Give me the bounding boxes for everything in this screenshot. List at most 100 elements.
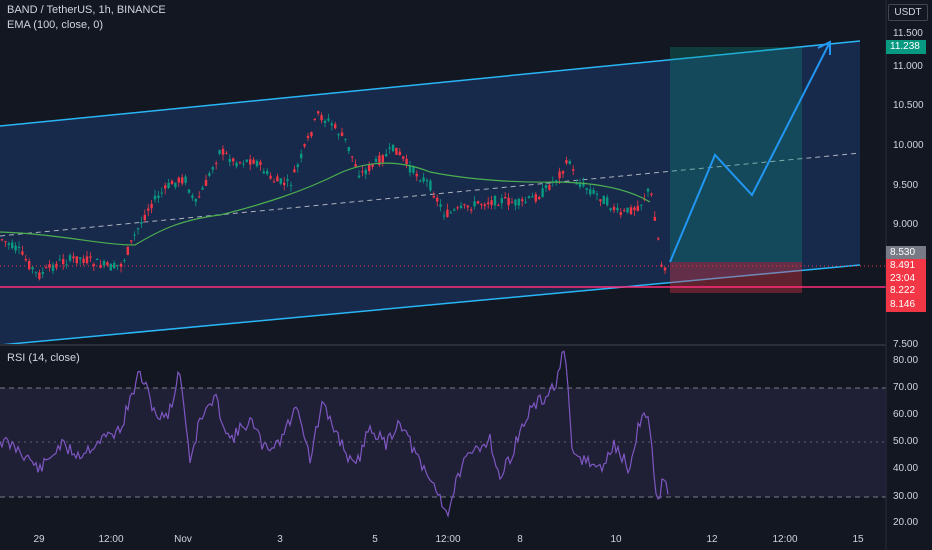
candle-body: [181, 177, 184, 184]
candle-body: [340, 132, 344, 136]
time-label: 3: [277, 534, 283, 545]
candle-body: [483, 204, 486, 207]
candle-body: [388, 147, 391, 149]
candle-body: [619, 212, 622, 216]
candle-body: [527, 196, 531, 198]
candle-body: [279, 178, 282, 184]
projection-path: [669, 41, 831, 263]
candle-body: [34, 271, 38, 273]
candle-body: [68, 255, 72, 261]
candle-body: [14, 245, 17, 251]
time-label: 12: [706, 534, 718, 545]
candle-body: [646, 188, 650, 192]
candle-body: [432, 195, 435, 198]
candle-body: [429, 180, 432, 191]
candle-body: [371, 164, 374, 167]
candlestick-series: [0, 110, 667, 281]
candle-body: [653, 216, 656, 221]
candle-body: [157, 195, 160, 199]
candle-body: [4, 241, 7, 243]
candle-body: [310, 132, 313, 137]
candle-body: [572, 169, 575, 171]
candle-body: [72, 256, 75, 259]
candle-body: [538, 196, 541, 200]
candle-body: [130, 240, 133, 242]
position-stop-zone: [670, 262, 802, 293]
candle-body: [589, 189, 592, 195]
candle-body: [337, 134, 340, 136]
candle-body: [368, 164, 371, 172]
candle-body: [303, 144, 306, 147]
last-price-tag: 8.491: [886, 259, 926, 273]
candle-body: [170, 181, 174, 185]
rsi-axis-label: 50.00: [893, 436, 919, 447]
candle-body: [194, 198, 197, 202]
time-label: 10: [610, 534, 622, 545]
candle-body: [616, 207, 619, 211]
candle-body: [82, 258, 85, 263]
candle-body: [249, 159, 252, 165]
ema-legend[interactable]: EMA (100, close, 0): [7, 19, 103, 31]
candle-body: [238, 162, 242, 164]
candle-body: [198, 196, 201, 198]
candle-body: [215, 162, 218, 164]
candle-body: [473, 201, 476, 207]
candle-body: [480, 204, 483, 206]
candle-body: [606, 197, 609, 206]
candle-body: [79, 257, 82, 259]
candle-body: [123, 260, 126, 262]
candle-body: [119, 263, 123, 267]
candle-body: [374, 158, 378, 162]
candle-body: [276, 176, 279, 182]
candle-body: [585, 188, 588, 190]
candle-body: [147, 208, 150, 211]
channel-upper-line: [0, 40, 861, 127]
price-label: 10.000: [893, 140, 924, 151]
time-label: 12:00: [772, 534, 798, 545]
candle-body: [558, 171, 561, 179]
candle-body: [204, 179, 208, 186]
candle-body: [109, 263, 112, 271]
candle-body: [660, 264, 663, 267]
candle-body: [514, 199, 517, 206]
candle-body: [500, 198, 503, 204]
candle-body: [306, 135, 310, 138]
candle-body: [0, 239, 4, 241]
candle-body: [575, 183, 578, 185]
candle-body: [41, 271, 44, 274]
candle-body: [17, 246, 21, 249]
position-target-zone: [670, 47, 802, 262]
candle-body: [361, 171, 364, 173]
candle-body: [283, 182, 286, 186]
candle-body: [493, 195, 497, 206]
candle-body: [317, 111, 320, 114]
countdown-tag: 23:04: [886, 272, 926, 286]
candle-body: [102, 261, 106, 266]
candle-body: [395, 147, 398, 155]
time-label: 5: [372, 534, 378, 545]
candle-body: [262, 171, 265, 174]
candle-body: [524, 201, 527, 203]
candle-body: [548, 184, 551, 190]
candle-body: [565, 160, 568, 164]
candle-body: [599, 199, 602, 202]
candle-body: [334, 124, 337, 129]
stop-price-tag: 8.146: [886, 298, 926, 312]
candle-body: [184, 176, 187, 183]
candle-body: [412, 166, 415, 173]
candle-body: [582, 182, 585, 187]
candle-body: [28, 260, 31, 270]
price-label: 9.500: [893, 180, 919, 191]
candle-body: [449, 212, 452, 214]
candle-body: [140, 222, 143, 224]
candle-body: [330, 123, 333, 126]
candle-body: [211, 167, 214, 170]
rsi-legend[interactable]: RSI (14, close): [7, 352, 80, 364]
candle-body: [136, 228, 140, 230]
candle-body: [602, 195, 605, 204]
currency-unit-button[interactable]: USDT: [888, 4, 928, 21]
candle-body: [578, 183, 582, 187]
candle-body: [252, 159, 255, 164]
symbol-title[interactable]: BAND / TetherUS, 1h, BINANCE: [7, 4, 166, 16]
